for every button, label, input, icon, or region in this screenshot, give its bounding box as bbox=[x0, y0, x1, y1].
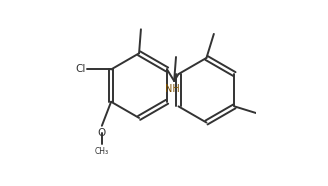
Text: NH: NH bbox=[165, 84, 180, 94]
Text: O: O bbox=[98, 128, 106, 138]
Text: CH₃: CH₃ bbox=[95, 147, 109, 156]
Text: Cl: Cl bbox=[76, 65, 86, 74]
